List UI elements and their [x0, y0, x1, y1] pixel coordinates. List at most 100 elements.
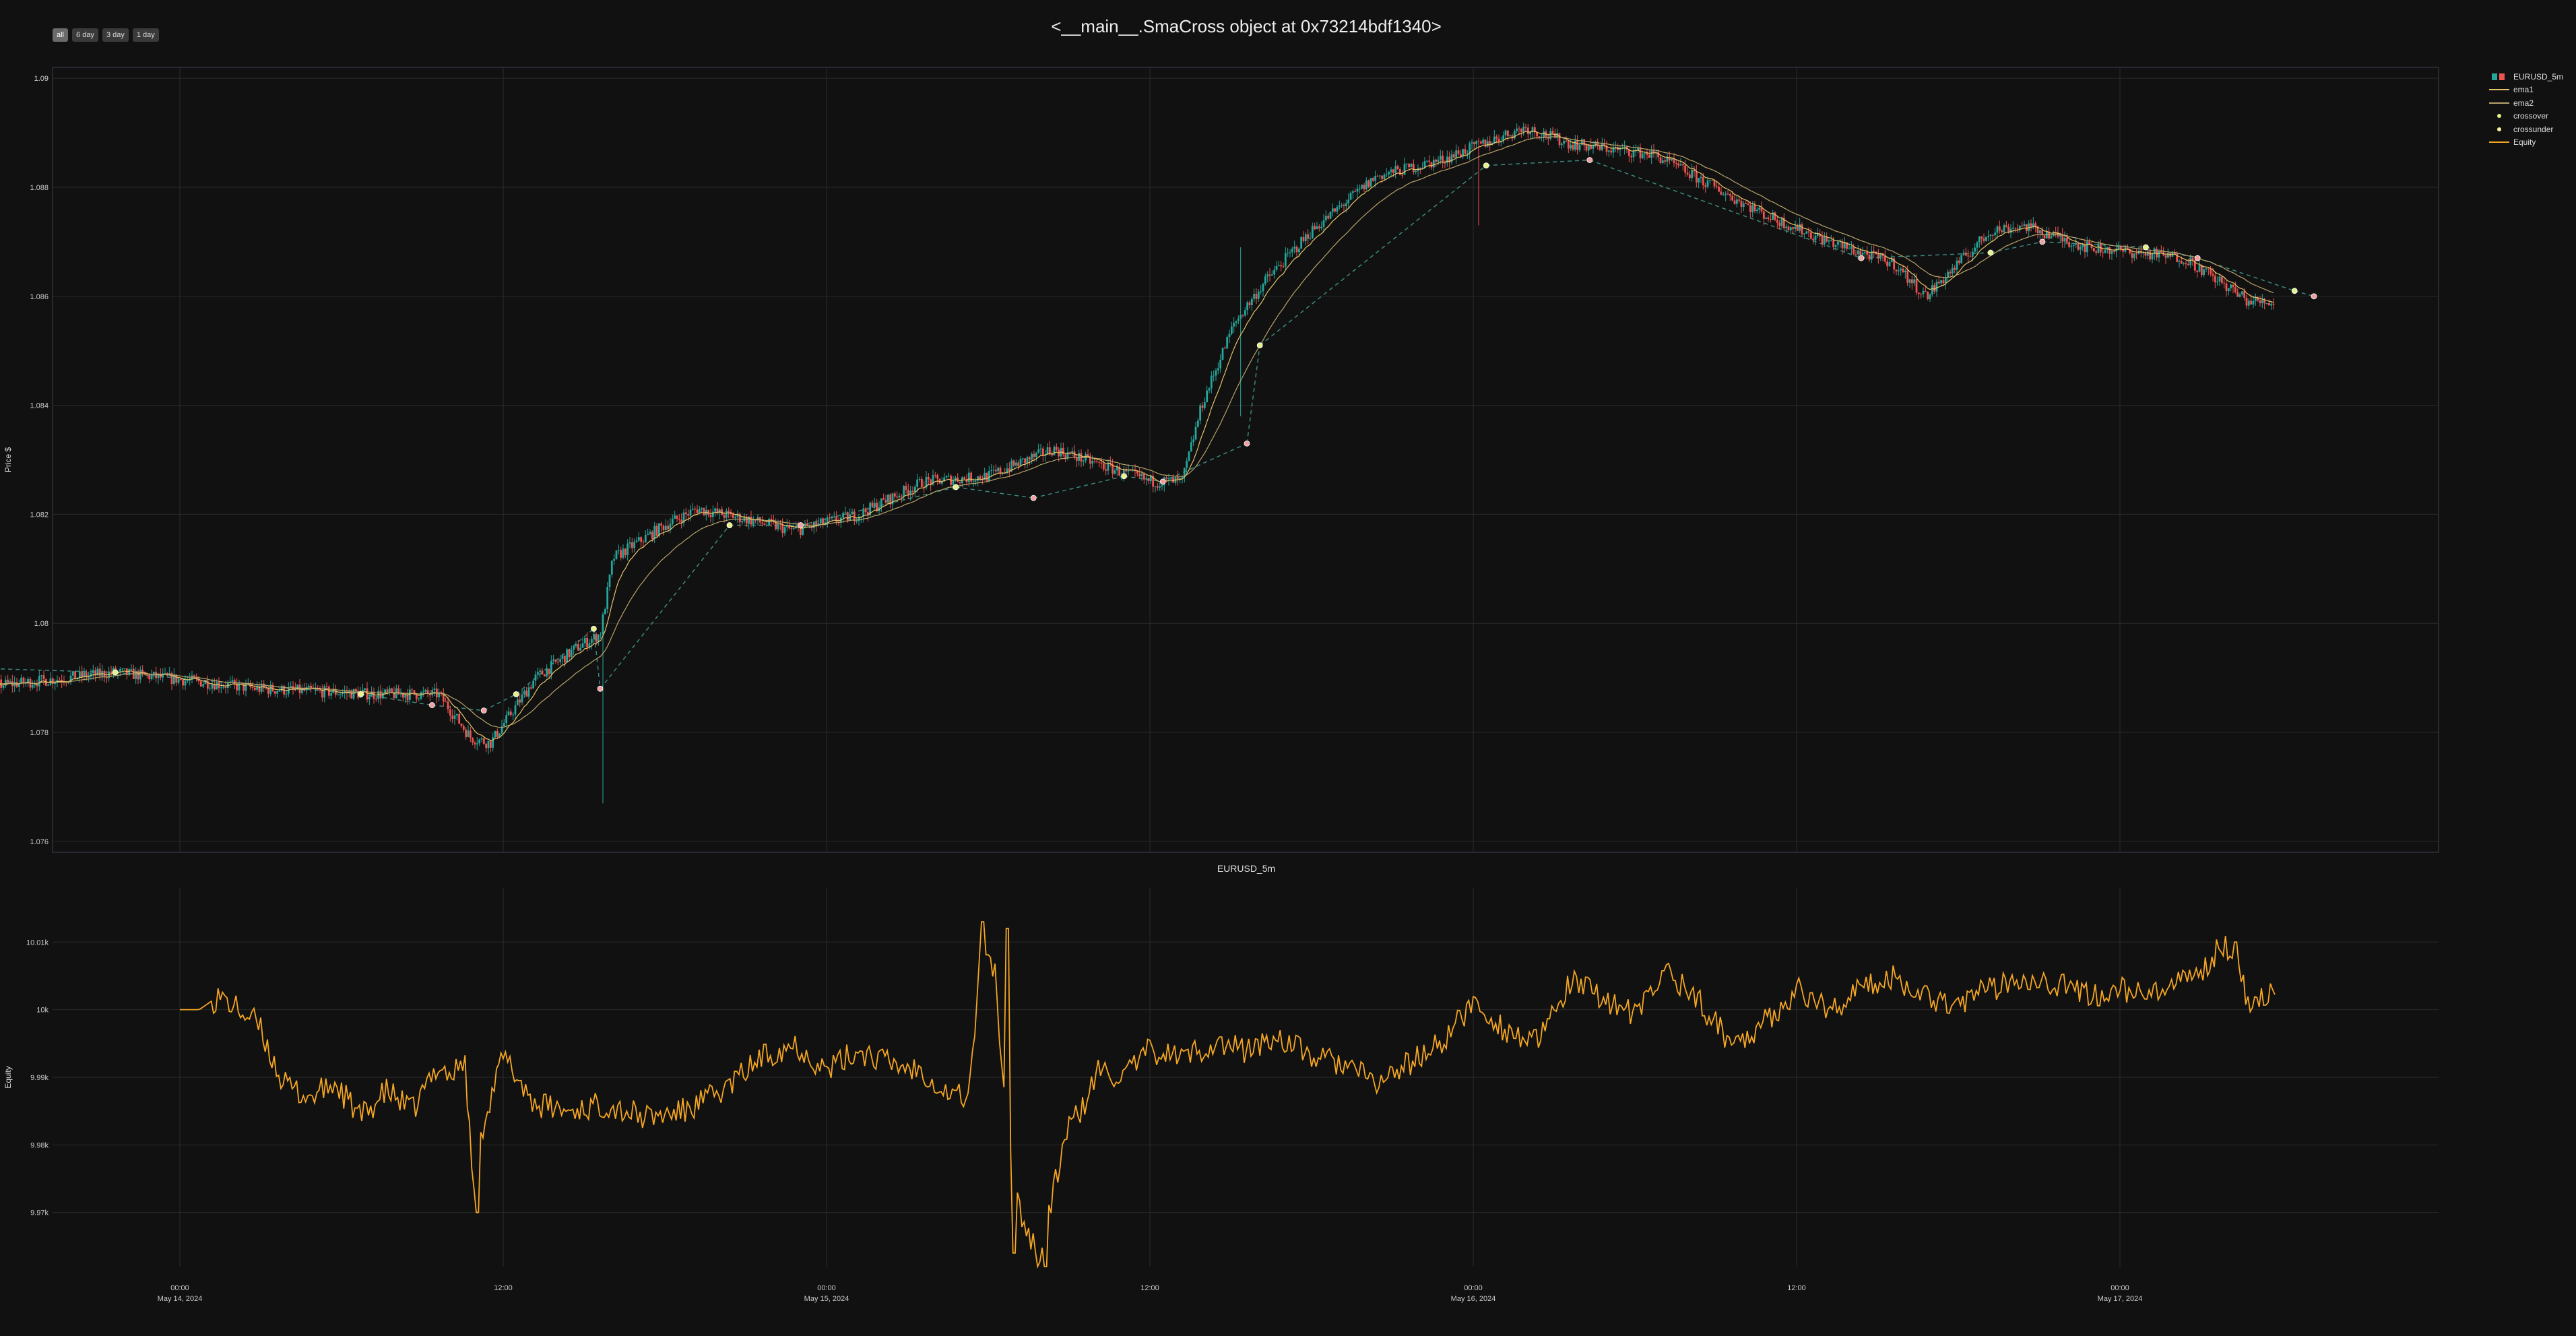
equity-axis-label: Equity: [3, 1066, 13, 1088]
range-1day-button[interactable]: 1 day: [132, 28, 159, 42]
range-3day-button[interactable]: 3 day: [102, 28, 129, 42]
candle-body: [846, 512, 849, 521]
candle-body: [1666, 156, 1669, 162]
candle-body: [2018, 225, 2021, 229]
candle-body: [1987, 236, 1990, 237]
candle-body: [2185, 263, 2187, 265]
legend-item-crossover[interactable]: crossover: [2489, 110, 2563, 123]
candle-body: [1549, 131, 1552, 139]
candle-body: [1336, 207, 1339, 212]
candle-body: [1526, 127, 1529, 135]
candle-body: [1933, 285, 1936, 292]
candle-body: [96, 668, 99, 676]
candle-body: [1994, 232, 1997, 236]
trade-line: [1589, 159, 1862, 259]
candle-body: [1814, 235, 1817, 241]
crossunder-marker: [1586, 157, 1593, 163]
candle-body: [1343, 205, 1345, 206]
price-tick-label: 1.08: [34, 620, 49, 628]
candle-body: [1226, 337, 1229, 349]
equity-tick-label: 9.97k: [30, 1209, 49, 1217]
line-icon: [2489, 99, 2509, 107]
candle-body: [655, 526, 658, 536]
candle-body: [1772, 212, 1774, 220]
candle-body: [1408, 163, 1411, 168]
candle-body: [903, 486, 905, 497]
candle-body: [1619, 148, 1621, 150]
candle-body: [1558, 133, 1561, 146]
candle-body: [1978, 236, 1981, 243]
candle-body: [2247, 300, 2250, 306]
candle-body: [1949, 272, 1952, 274]
trade-line: [2294, 290, 2315, 297]
candle-body: [754, 519, 757, 521]
candle-body: [2236, 292, 2239, 297]
candle-body: [682, 512, 685, 523]
crossunder-marker: [1159, 478, 1166, 485]
legend-item-ema1[interactable]: ema1: [2489, 84, 2563, 97]
candle-body: [1991, 234, 1994, 236]
candle-body: [1774, 212, 1776, 220]
candle-body: [1199, 405, 1202, 421]
candle-body: [1190, 442, 1192, 451]
candle-body: [105, 677, 108, 678]
candle-body: [1859, 250, 1862, 255]
trade-line: [2042, 241, 2146, 248]
legend-item-crossunder[interactable]: crossunder: [2489, 123, 2563, 136]
legend-item-ema2[interactable]: ema2: [2489, 96, 2563, 110]
candle-body: [256, 686, 259, 690]
candle-body: [1082, 460, 1085, 462]
candle-body: [323, 686, 326, 698]
range-6day-button[interactable]: 6 day: [72, 28, 98, 42]
candle-body: [265, 687, 267, 689]
candle-body: [1956, 260, 1958, 270]
candle-body: [1295, 247, 1298, 253]
candle-body: [1122, 469, 1125, 476]
candle-body: [56, 680, 59, 682]
range-all-button[interactable]: all: [53, 28, 69, 42]
candle-body: [927, 476, 930, 480]
candle-body: [590, 639, 593, 643]
candle-body: [1316, 226, 1318, 230]
legend-item-candles[interactable]: EURUSD_5m: [2489, 70, 2563, 84]
candle-body: [637, 537, 640, 541]
candle-body: [1161, 485, 1163, 486]
candle-body: [709, 515, 712, 517]
candle-body: [1019, 459, 1022, 467]
candle-body: [1024, 458, 1027, 464]
x-tick-date: May 15, 2024: [804, 1295, 849, 1303]
candle-body: [1378, 175, 1381, 177]
candle-body: [1895, 269, 1898, 272]
candle-body: [748, 516, 750, 524]
candle-body: [38, 676, 40, 687]
candle-body: [1268, 274, 1271, 276]
crossover-marker: [513, 691, 519, 697]
crossunder-marker: [2039, 238, 2046, 245]
candle-body: [703, 507, 705, 515]
candle-body: [586, 637, 589, 647]
crossunder-marker: [429, 702, 435, 708]
candle-body: [725, 510, 728, 518]
candle-body: [1765, 217, 1768, 219]
candle-body: [1836, 241, 1839, 245]
candle-body: [364, 688, 366, 690]
legend-item-equity[interactable]: Equity: [2489, 136, 2563, 150]
x-axis: 00:00 May 14, 2024 12:00 00:00 May 15, 2024 1…: [158, 1284, 2143, 1303]
candle-body: [1194, 426, 1197, 440]
candle-body: [783, 527, 786, 534]
candle-body: [199, 681, 202, 687]
candle-body: [1201, 405, 1204, 408]
candle-body: [2016, 228, 2019, 230]
candle-body: [819, 518, 822, 523]
candle-body: [1870, 251, 1873, 260]
candle-body: [1132, 470, 1134, 471]
candle-body: [1846, 242, 1848, 249]
candle-body: [1273, 269, 1276, 275]
candle-body: [541, 670, 544, 675]
candle-body: [280, 685, 283, 691]
candle-body: [69, 675, 72, 682]
price-plot-frame: [52, 67, 2439, 853]
candle-body: [1430, 162, 1433, 168]
candle-body: [332, 689, 335, 693]
candle-body: [1489, 141, 1491, 146]
